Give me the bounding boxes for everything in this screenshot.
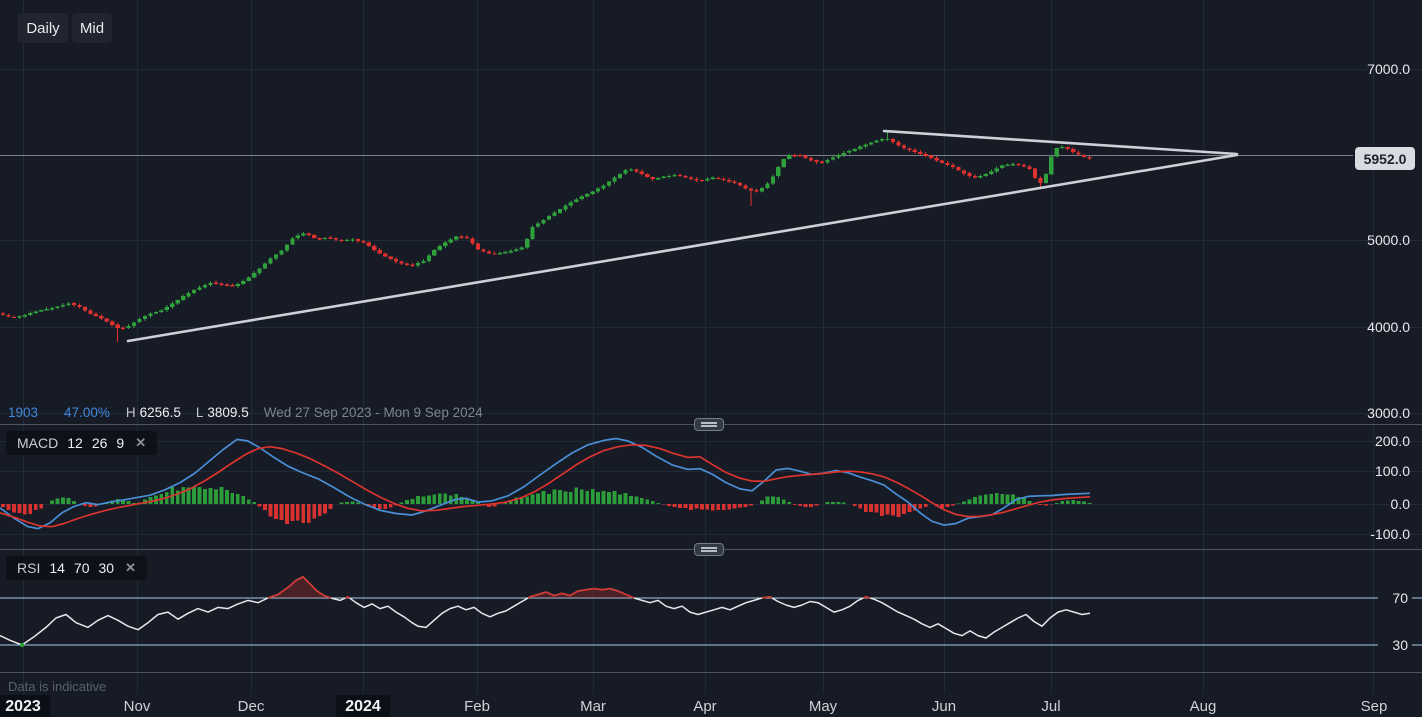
time-axis-month-label: Sep bbox=[1360, 698, 1388, 715]
grid-line-horizontal bbox=[0, 240, 1422, 241]
rsi-axis-label: 70 bbox=[1378, 589, 1412, 607]
date-range: Wed 27 Sep 2023 - Mon 9 Sep 2024 bbox=[263, 404, 483, 420]
handle-grip-line bbox=[701, 550, 717, 552]
grid-line-vertical bbox=[23, 0, 24, 694]
change-percent: 47.00% bbox=[64, 404, 110, 420]
macd-axis-label: 0.0 bbox=[1390, 496, 1410, 512]
price-type-mid-button[interactable]: Mid bbox=[72, 13, 112, 43]
grid-line-vertical bbox=[823, 0, 824, 694]
bars-count: 1903 bbox=[8, 404, 39, 420]
time-axis-month-label: Jun bbox=[931, 698, 957, 715]
time-axis-month-label: May bbox=[808, 698, 838, 715]
macd-signal-line bbox=[0, 443, 1091, 528]
panel-resize-handle[interactable] bbox=[694, 417, 724, 431]
macd-indicator-pill[interactable]: MACD 12 26 9 ✕ bbox=[6, 431, 158, 455]
time-axis-month-label: Apr bbox=[693, 698, 717, 715]
time-axis-month-label: Mar bbox=[580, 698, 606, 715]
rsi-axis-label: 30 bbox=[1378, 636, 1412, 654]
time-axis-month-label: Jul bbox=[1041, 698, 1061, 715]
macd-panel-canvas[interactable] bbox=[0, 424, 1422, 549]
grid-line-vertical bbox=[477, 0, 478, 694]
low-value: 3809.5 bbox=[207, 404, 249, 420]
candlesticks bbox=[0, 132, 1092, 342]
high-value: 6256.5 bbox=[139, 404, 181, 420]
grid-line-vertical bbox=[705, 0, 706, 694]
macd-axis-label: 200.0 bbox=[1374, 433, 1410, 449]
rsi-oversold-dot bbox=[19, 642, 25, 648]
price-axis-label: 3000.0 bbox=[1367, 405, 1410, 421]
grid-line-vertical bbox=[251, 0, 252, 694]
rsi-overbought-segment bbox=[761, 596, 773, 599]
rsi-param-oversold: 30 bbox=[98, 560, 115, 576]
price-axis-label: 7000.0 bbox=[1367, 61, 1410, 77]
current-price-badge: 5952.0 bbox=[1355, 147, 1415, 170]
time-axis-month-label: Dec bbox=[237, 698, 265, 715]
grid-line-vertical bbox=[1373, 0, 1374, 694]
rsi-overbought-segment bbox=[527, 587, 635, 599]
macd-line bbox=[0, 437, 1091, 530]
macd-close-icon[interactable]: ✕ bbox=[135, 435, 147, 450]
grid-line-vertical bbox=[1203, 0, 1204, 694]
grid-line-vertical bbox=[363, 0, 364, 694]
candlestick-chart-canvas[interactable] bbox=[0, 0, 1422, 424]
time-axis-year-label: 2023 bbox=[0, 695, 50, 717]
price-axis-label: 5000.0 bbox=[1367, 232, 1410, 248]
rsi-param-overbought: 70 bbox=[73, 560, 90, 576]
grid-line-vertical bbox=[593, 0, 594, 694]
rsi-panel-canvas[interactable] bbox=[0, 549, 1422, 672]
panel-resize-handle[interactable] bbox=[694, 542, 724, 556]
rsi-indicator-pill[interactable]: RSI 14 70 30 ✕ bbox=[6, 556, 147, 580]
grid-line-vertical bbox=[1051, 0, 1052, 694]
time-axis-year-label: 2024 bbox=[336, 695, 390, 717]
macd-axis-label: 100.0 bbox=[1374, 463, 1410, 479]
rsi-close-icon[interactable]: ✕ bbox=[125, 560, 136, 575]
grid-line-horizontal bbox=[0, 327, 1422, 328]
grid-line-horizontal bbox=[0, 471, 1422, 472]
macd-param-slow: 26 bbox=[91, 435, 108, 451]
grid-line-vertical bbox=[137, 0, 138, 694]
macd-param-fast: 12 bbox=[67, 435, 83, 451]
status-bar: 1903 47.00% H 6256.5 L 3809.5 Wed 27 Sep… bbox=[8, 403, 483, 421]
rsi-name: RSI bbox=[17, 560, 41, 576]
time-axis-month-label: Aug bbox=[1189, 698, 1217, 715]
macd-param-signal: 9 bbox=[116, 435, 125, 451]
grid-line-horizontal bbox=[0, 413, 1422, 414]
handle-grip-line bbox=[701, 425, 717, 427]
handle-grip-line bbox=[701, 547, 717, 549]
macd-name: MACD bbox=[17, 435, 59, 451]
data-indicative-watermark: Data is indicative bbox=[8, 679, 107, 694]
grid-line-horizontal bbox=[0, 69, 1422, 70]
trendlines bbox=[126, 129, 1239, 343]
low-label: L bbox=[195, 404, 204, 420]
rsi-overbought-segment bbox=[267, 576, 332, 599]
macd-axis-label: -100.0 bbox=[1370, 526, 1410, 542]
timeframe-daily-button[interactable]: Daily bbox=[18, 13, 68, 43]
handle-grip-line bbox=[701, 422, 717, 424]
time-axis-month-label: Feb bbox=[464, 698, 490, 715]
rsi-overbought-segment bbox=[344, 596, 351, 599]
time-axis-month-label: Nov bbox=[123, 698, 151, 715]
panel-divider-line bbox=[0, 672, 1422, 673]
rsi-line bbox=[0, 576, 1091, 646]
price-axis-label: 4000.0 bbox=[1367, 319, 1410, 335]
current-price-line bbox=[0, 155, 1353, 156]
rsi-param-period: 14 bbox=[49, 560, 65, 576]
high-label: H bbox=[125, 404, 136, 420]
grid-line-horizontal bbox=[0, 441, 1422, 442]
grid-line-horizontal bbox=[0, 534, 1422, 535]
grid-line-vertical bbox=[944, 0, 945, 694]
rsi-overbought-fill bbox=[268, 576, 331, 598]
rsi-overbought-segment bbox=[862, 596, 871, 599]
